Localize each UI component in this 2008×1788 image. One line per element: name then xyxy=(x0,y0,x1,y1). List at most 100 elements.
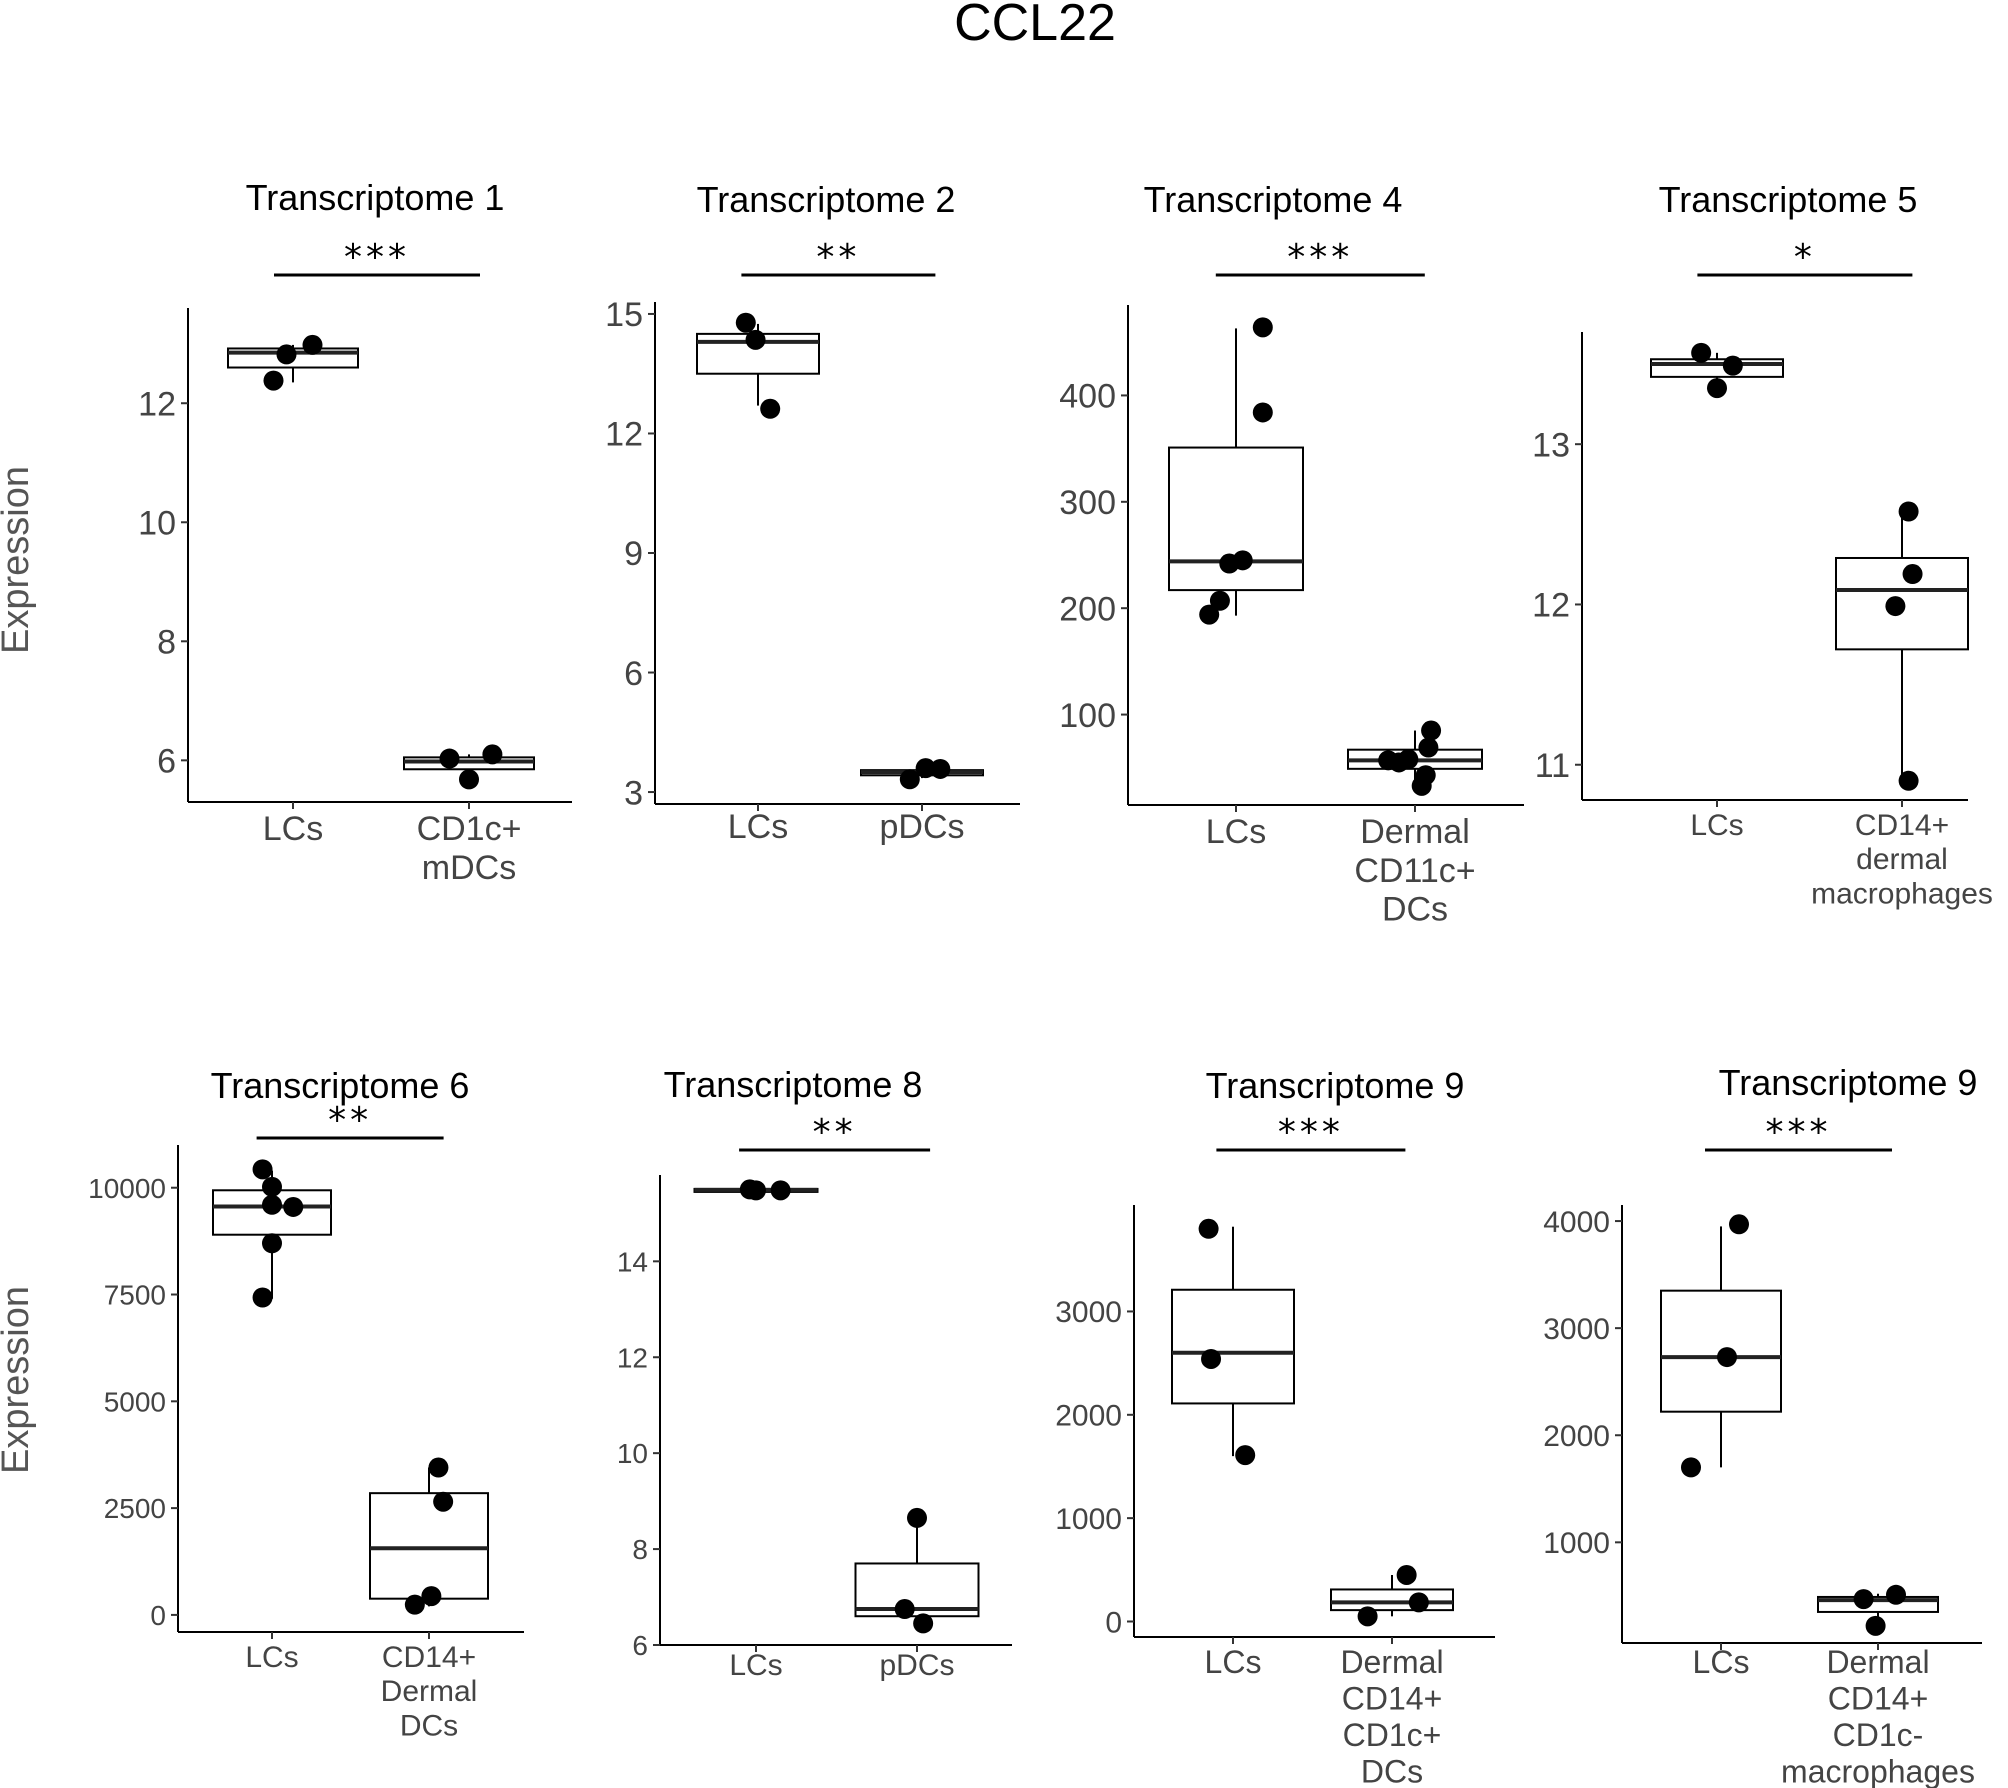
data-point xyxy=(745,329,766,350)
x-tick-label: mDCs xyxy=(422,849,516,887)
data-point xyxy=(760,398,781,419)
y-tick-label: 100 xyxy=(1059,697,1116,735)
data-point xyxy=(263,370,284,391)
data-point xyxy=(1707,378,1727,399)
significance-label: *** xyxy=(1766,1112,1832,1153)
data-point xyxy=(913,1613,934,1634)
panel-title: Transcriptome 9 xyxy=(1719,1062,1978,1103)
x-tick-label: LCs xyxy=(263,810,323,848)
y-tick-label: 4000 xyxy=(1543,1206,1610,1239)
significance-label: *** xyxy=(344,237,410,278)
x-tick-label: CD1c+ xyxy=(417,810,522,848)
y-tick-label: 12 xyxy=(1532,587,1570,625)
data-point xyxy=(894,1599,915,1620)
box-group-1: LCs xyxy=(696,312,820,846)
y-tick-label: 15 xyxy=(605,296,643,334)
x-tick-label: DCs xyxy=(400,1709,458,1742)
x-tick-label: Dermal xyxy=(1826,1644,1929,1680)
data-point xyxy=(459,769,479,790)
data-point xyxy=(1853,1589,1874,1610)
panel-title: Transcriptome 1 xyxy=(246,177,505,218)
panel-title: Transcriptome 8 xyxy=(664,1064,923,1105)
x-tick-label: macrophages xyxy=(1781,1753,1975,1788)
data-point xyxy=(1691,342,1712,363)
box-group-1: LCs xyxy=(1660,1214,1782,1680)
data-point xyxy=(1396,1564,1417,1585)
data-point xyxy=(404,1594,425,1615)
data-point xyxy=(276,344,297,365)
data-point xyxy=(1898,501,1919,522)
data-point xyxy=(1252,402,1273,423)
data-point xyxy=(899,769,920,790)
significance-label: *** xyxy=(1278,1112,1344,1153)
data-point xyxy=(252,1287,273,1308)
x-tick-label: CD11c+ xyxy=(1354,852,1475,890)
data-point xyxy=(262,1194,282,1215)
x-tick-label: pDCs xyxy=(879,1649,954,1682)
y-tick-label: 5000 xyxy=(104,1386,166,1417)
data-point xyxy=(1418,737,1439,758)
x-tick-label: LCs xyxy=(1690,809,1743,842)
data-point xyxy=(770,1180,791,1201)
box-group-1: LCs xyxy=(1168,317,1304,851)
y-tick-label: 6 xyxy=(632,1630,648,1661)
y-tick-label: 3000 xyxy=(1543,1313,1610,1346)
x-tick-label: LCs xyxy=(245,1641,298,1674)
data-point xyxy=(1199,604,1220,625)
data-point xyxy=(1717,1347,1737,1368)
data-point xyxy=(1232,550,1253,571)
x-tick-label: CD1c+ xyxy=(1343,1717,1442,1753)
x-tick-label: CD14+ xyxy=(1855,809,1949,842)
box-group-1: LCs xyxy=(1171,1218,1295,1680)
y-tick-label: 11 xyxy=(1535,747,1570,785)
boxplot-panel-5: Transcriptome 6** 0 2500 5000 7500 10000 LCs CD… xyxy=(88,1065,524,1742)
panel-title: Transcriptome 6 xyxy=(211,1065,470,1106)
y-tick-label: 400 xyxy=(1059,378,1116,416)
data-point xyxy=(482,744,503,765)
y-tick-label: 13 xyxy=(1532,426,1570,464)
x-tick-label: macrophages xyxy=(1811,877,1993,910)
y-tick-label: 12 xyxy=(605,416,643,454)
data-point xyxy=(428,1457,449,1478)
boxplot-panel-3: Transcriptome 4 *** 100 200 300 400 LCs DermalC… xyxy=(1059,179,1524,929)
x-tick-label: CD14+ xyxy=(1828,1680,1929,1716)
boxplot-panel-6: Transcriptome 8 ** 6 8 10 12 14 LCs pDCs xyxy=(617,1064,1012,1682)
data-point xyxy=(433,1491,454,1512)
y-tick-label: 200 xyxy=(1059,590,1116,628)
data-point xyxy=(262,1233,282,1254)
box-iqr xyxy=(1650,358,1784,378)
y-tick-label: 1000 xyxy=(1055,1503,1122,1536)
data-point xyxy=(1415,765,1436,786)
data-point xyxy=(1201,1348,1222,1369)
x-tick-label: Dermal xyxy=(381,1675,478,1708)
y-tick-label: 9 xyxy=(624,535,643,573)
x-tick-label: LCs xyxy=(1205,1644,1262,1680)
box-iqr xyxy=(1171,1288,1295,1405)
data-point xyxy=(1252,317,1273,338)
y-tick-label: 12 xyxy=(138,385,176,423)
box-group-2: pDCs xyxy=(854,1507,980,1682)
data-point xyxy=(915,758,936,779)
boxplot-panel-8: Transcriptome 9 *** 1000 2000 3000 4000 LCs Der… xyxy=(1543,1062,1982,1788)
data-point xyxy=(930,758,951,779)
x-tick-label: LCs xyxy=(1693,1644,1750,1680)
box-iqr xyxy=(369,1492,489,1600)
box-group-1: LCs xyxy=(693,1179,819,1682)
x-tick-label: dermal xyxy=(1856,843,1948,876)
x-tick-label: DCs xyxy=(1361,1753,1423,1788)
data-point xyxy=(1235,1445,1256,1466)
x-tick-label: LCs xyxy=(728,808,788,846)
significance-label: ** xyxy=(816,237,860,278)
data-point xyxy=(1865,1615,1886,1636)
y-tick-label: 3000 xyxy=(1055,1296,1122,1329)
x-tick-label: pDCs xyxy=(879,808,964,846)
panel-title: Transcriptome 4 xyxy=(1144,179,1403,220)
y-tick-label: 6 xyxy=(624,655,643,693)
x-tick-label: Dermal xyxy=(1360,813,1470,851)
data-point xyxy=(252,1159,273,1180)
boxplot-panel-1: Transcriptome 1 *** 6 8 10 12 LCs CD1c+mDCs xyxy=(138,177,572,887)
